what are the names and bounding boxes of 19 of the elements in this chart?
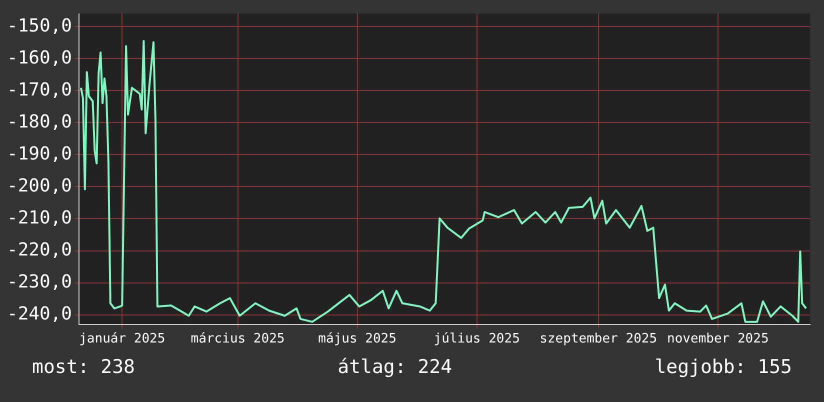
- y-tick-label: -170,0: [6, 79, 72, 100]
- y-tick-label: -150,0: [6, 15, 72, 36]
- y-tick-label: -200,0: [6, 175, 72, 196]
- y-tick-label: -220,0: [6, 239, 72, 260]
- x-tick-label: május 2025: [318, 332, 396, 347]
- y-tick-label: -210,0: [6, 207, 72, 228]
- text: most: 238: [32, 356, 135, 378]
- text: átlag: 224: [338, 356, 452, 378]
- x-tick-label: szeptember 2025: [540, 332, 658, 347]
- y-tick-label: -160,0: [6, 47, 72, 68]
- y-tick-label: -230,0: [6, 271, 72, 292]
- x-tick-label: november 2025: [667, 332, 769, 347]
- text: legjobb: 155: [654, 356, 792, 378]
- y-tick-label: -190,0: [6, 143, 72, 164]
- x-tick-label: július 2025: [434, 332, 520, 347]
- y-tick-label: -180,0: [6, 111, 72, 132]
- x-tick-label: március 2025: [190, 332, 285, 347]
- y-tick-label: -240,0: [6, 303, 72, 324]
- x-tick-label: január 2025: [79, 332, 166, 347]
